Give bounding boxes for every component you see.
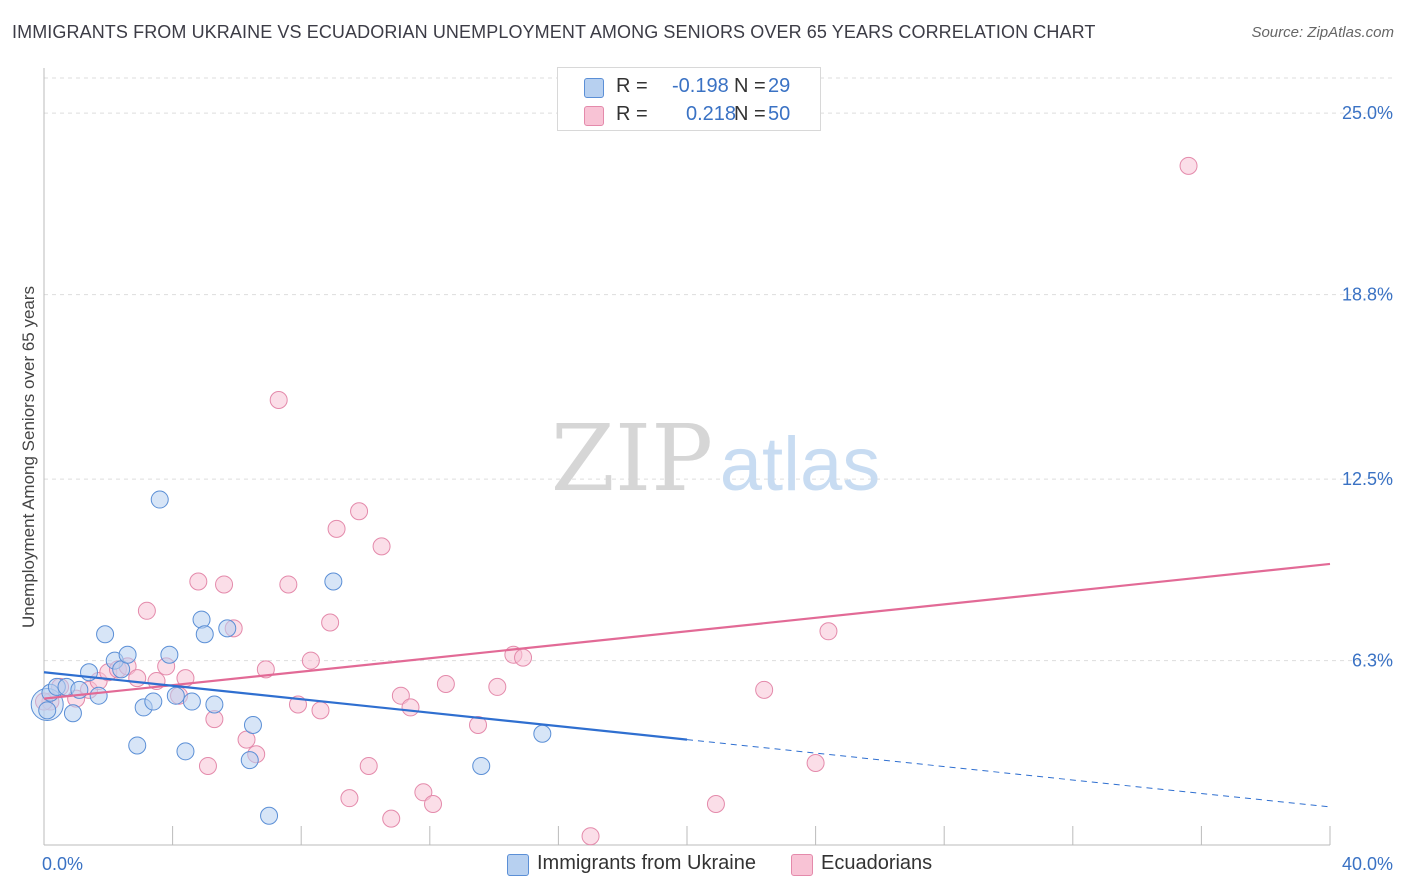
y-tick-labels: 6.3% 12.5% 18.8% 25.0%: [1342, 103, 1393, 670]
ukraine-point: [182, 692, 201, 711]
ecuadorian-point: [359, 756, 378, 775]
ecuadorian-point: [269, 391, 288, 410]
ecuadorian-point: [488, 677, 507, 696]
series-ukraine: [30, 490, 552, 825]
ecuadorian-point: [382, 809, 401, 828]
ukraine-point: [218, 619, 237, 638]
y-tick-label: 25.0%: [1342, 103, 1393, 123]
legend-r-label: R =: [616, 103, 648, 125]
ecuadorian-point: [514, 648, 533, 667]
bottom-legend-label-ecuadorians: Ecuadorians: [821, 852, 933, 874]
watermark-atlas: atlas: [720, 422, 881, 507]
bottom-legend-swatch-ukraine: [507, 854, 529, 876]
ecuadorian-point: [311, 701, 330, 720]
ecuadorian-point: [706, 795, 725, 814]
legend: R = -0.198 N = 29 R = 0.218 N = 50: [557, 67, 821, 131]
ukraine-point: [243, 715, 262, 734]
ecuadorian-point: [581, 827, 600, 846]
trend-line-ukraine: [43, 671, 688, 741]
ukraine-point: [96, 625, 115, 644]
ukraine-point: [166, 686, 185, 705]
trend-lines: [43, 562, 1331, 808]
ecuadorian-point: [198, 756, 217, 775]
ukraine-point: [205, 695, 224, 714]
legend-r-value: -0.198: [672, 75, 729, 97]
ecuadorian-point: [819, 622, 838, 641]
ecuadorian-point: [189, 572, 208, 591]
ukraine-point: [472, 756, 491, 775]
ukraine-point: [176, 742, 195, 761]
y-axis-label: Unemployment Among Seniors over 65 years: [19, 286, 38, 628]
ecuadorian-point: [128, 669, 147, 688]
bottom-legend-label-ukraine: Immigrants from Ukraine: [537, 852, 756, 874]
ecuadorian-point: [424, 795, 443, 814]
legend-swatch-ukraine: [584, 78, 604, 98]
ecuadorian-point: [215, 575, 234, 594]
legend-n-value: 29: [768, 75, 791, 97]
ecuadorian-point: [401, 698, 420, 717]
trend-line-ukraine-extrapolated: [686, 739, 1331, 808]
ukraine-point: [38, 701, 57, 720]
ecuadorian-point: [755, 680, 774, 699]
ukraine-point: [192, 610, 211, 629]
legend-n-value: 50: [768, 103, 791, 125]
x-tick-labels: 0.0% 40.0%: [42, 854, 1393, 874]
watermark-zip: ZIP: [551, 405, 713, 512]
ukraine-point: [324, 572, 343, 591]
ecuadorian-point: [806, 754, 825, 773]
ecuadorian-point: [137, 601, 156, 620]
y-tick-label: 6.3%: [1352, 651, 1393, 671]
bottom-legend-swatch-ecuadorians: [791, 854, 813, 876]
chart-title: IMMIGRANTS FROM UKRAINE VS ECUADORIAN UN…: [12, 22, 1096, 42]
ukraine-point: [89, 686, 108, 705]
ukraine-point: [533, 724, 552, 743]
ukraine-point: [144, 692, 163, 711]
legend-r-value: 0.218: [686, 103, 737, 125]
ecuadorian-point: [1179, 156, 1198, 175]
legend-n-label: N =: [734, 103, 766, 125]
ecuadorian-point: [321, 613, 340, 632]
ecuadorian-point: [372, 537, 391, 556]
ecuadorian-point: [327, 519, 346, 538]
ecuadorian-point: [469, 715, 488, 734]
legend-swatch-ecuadorians: [584, 106, 604, 126]
x-tick-label: 0.0%: [42, 854, 83, 874]
ukraine-point: [150, 490, 169, 509]
ukraine-point: [118, 645, 137, 664]
ukraine-point: [195, 625, 214, 644]
ukraine-point: [128, 736, 147, 755]
ukraine-point: [240, 751, 259, 770]
ukraine-point: [260, 806, 279, 825]
trend-line-ecuadorians: [43, 562, 1331, 700]
ukraine-point: [63, 704, 82, 723]
y-tick-label: 12.5%: [1342, 469, 1393, 489]
ecuadorian-point: [301, 651, 320, 670]
source-label: Source: ZipAtlas.com: [1251, 24, 1394, 41]
ecuadorian-point: [279, 575, 298, 594]
ukraine-point: [160, 645, 179, 664]
x-tick-label: 40.0%: [1342, 854, 1393, 874]
ecuadorian-point: [350, 502, 369, 521]
legend-n-label: N =: [734, 75, 766, 97]
ecuadorian-point: [391, 686, 410, 705]
ecuadorian-point: [256, 660, 275, 679]
ecuadorian-point: [436, 674, 455, 693]
legend-r-label: R =: [616, 75, 648, 97]
ecuadorian-point: [414, 783, 433, 802]
watermark: ZIP atlas: [551, 405, 880, 512]
y-tick-label: 18.8%: [1342, 285, 1393, 305]
ecuadorian-point: [340, 789, 359, 808]
